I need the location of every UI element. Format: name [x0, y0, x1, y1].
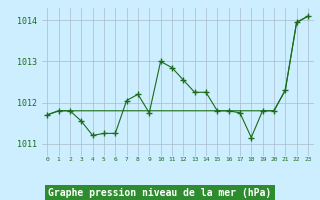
Text: Graphe pression niveau de la mer (hPa): Graphe pression niveau de la mer (hPa)	[48, 188, 272, 198]
